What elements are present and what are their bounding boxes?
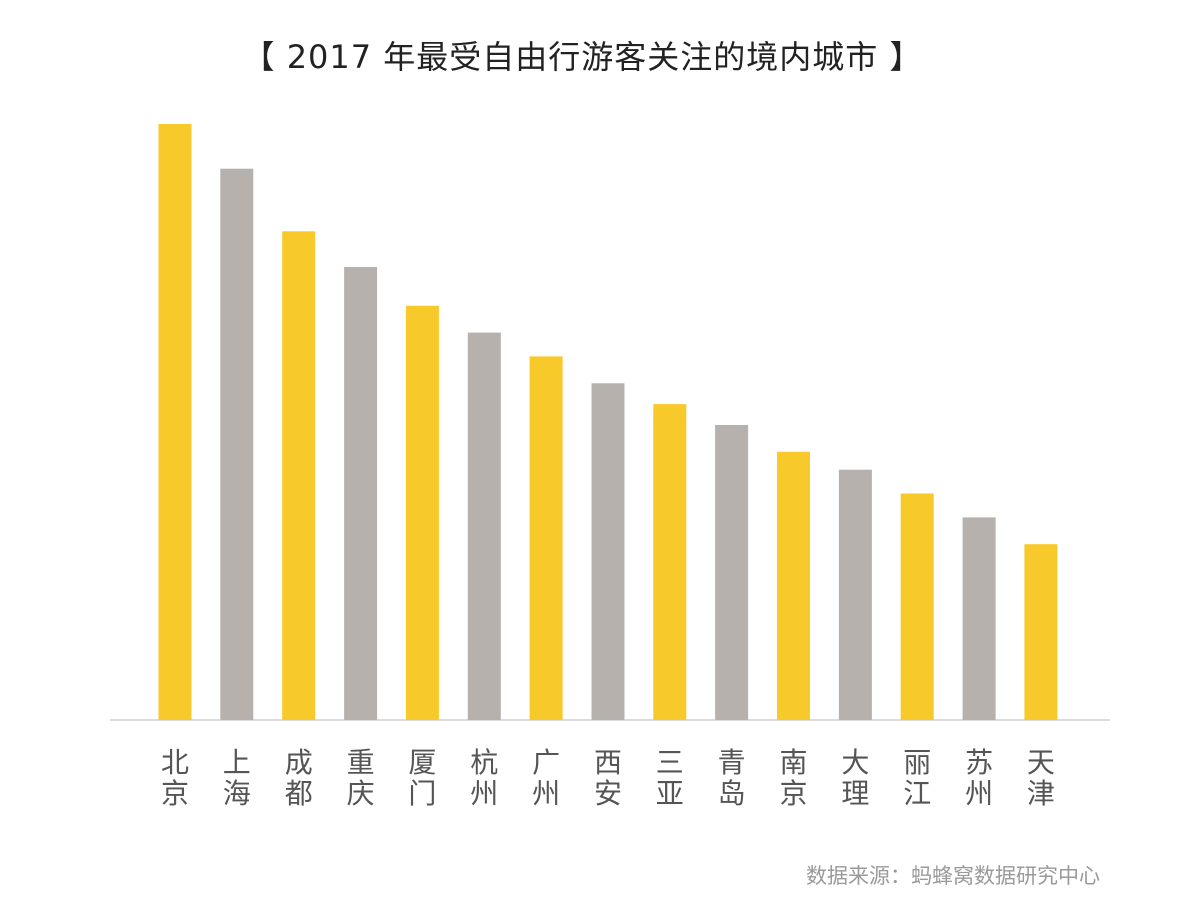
- bar-13: [962, 517, 996, 720]
- category-label-14-char-0: 天: [1027, 746, 1055, 779]
- bar-2: [282, 231, 316, 721]
- category-label-4-char-0: 厦: [408, 746, 436, 779]
- category-label-9-char-0: 青: [718, 746, 746, 779]
- category-label-4-char-1: 门: [408, 777, 436, 810]
- category-label-7-char-0: 西: [594, 746, 622, 779]
- category-label-0-char-1: 京: [161, 777, 189, 810]
- category-label-5-char-1: 州: [470, 777, 498, 810]
- category-label-13-char-1: 州: [965, 777, 993, 810]
- category-label-12-char-0: 丽: [903, 746, 931, 779]
- bar-1: [220, 168, 254, 720]
- bar-9: [715, 425, 749, 720]
- category-label-10-char-0: 南: [779, 746, 807, 779]
- bar-4: [405, 305, 439, 720]
- category-label-7-char-1: 安: [594, 777, 622, 810]
- chart-title: 【 2017 年最受自由行游客关注的境内城市 】: [242, 38, 923, 76]
- category-label-14-char-1: 津: [1027, 777, 1055, 810]
- bar-7: [591, 383, 625, 720]
- category-label-5-char-0: 杭: [470, 746, 498, 779]
- source-note: 数据来源：蚂蜂窝数据研究中心: [806, 864, 1100, 888]
- category-label-2-char-1: 都: [285, 777, 313, 810]
- bar-3: [344, 267, 378, 720]
- bar-10: [777, 451, 810, 720]
- category-label-13-char-0: 苏: [965, 746, 993, 779]
- category-label-8-char-1: 亚: [656, 777, 684, 810]
- category-label-2-char-0: 成: [285, 746, 313, 779]
- bar-0: [158, 124, 192, 720]
- bar-6: [529, 356, 563, 720]
- category-label-1-char-1: 海: [223, 777, 251, 810]
- category-label-3-char-1: 庆: [347, 777, 375, 810]
- category-label-10-char-1: 京: [779, 777, 807, 810]
- bars-group: [158, 124, 1058, 721]
- category-label-11-char-0: 大: [841, 746, 869, 779]
- category-label-6-char-0: 广: [532, 746, 560, 779]
- bar-12: [900, 493, 934, 720]
- category-label-9-char-1: 岛: [718, 777, 746, 810]
- bar-8: [653, 404, 687, 720]
- bar-5: [467, 332, 501, 720]
- category-label-1-char-0: 上: [223, 746, 251, 779]
- category-label-11-char-1: 理: [841, 777, 869, 810]
- bar-11: [838, 469, 872, 720]
- category-label-0-char-0: 北: [161, 746, 189, 779]
- category-label-6-char-1: 州: [532, 777, 560, 810]
- bar-14: [1024, 544, 1058, 720]
- category-label-12-char-1: 江: [903, 777, 931, 810]
- category-label-3-char-0: 重: [347, 746, 375, 779]
- category-label-8-char-0: 三: [656, 746, 684, 779]
